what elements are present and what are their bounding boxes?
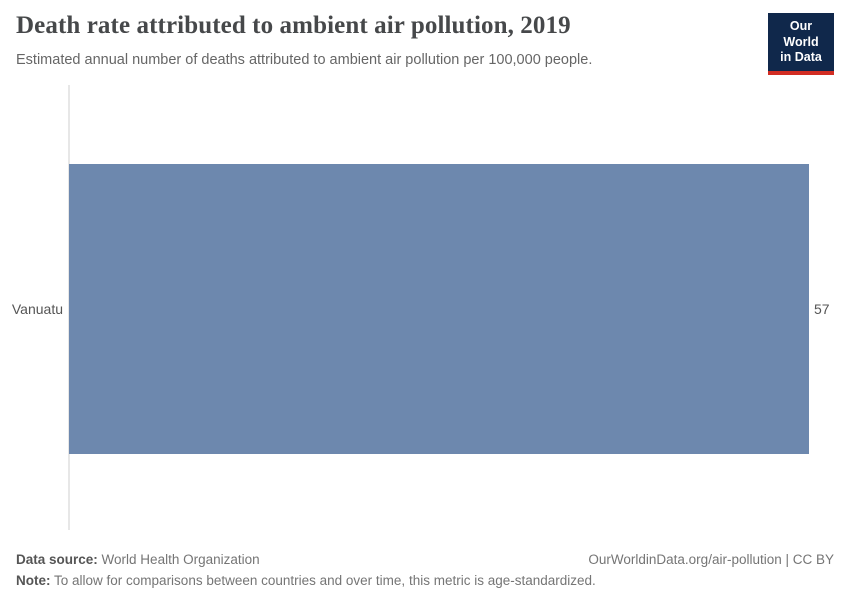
owid-logo[interactable]: Our World in Data [768, 13, 834, 75]
note-value: To allow for comparisons between countri… [54, 573, 596, 588]
note-line: Note: To allow for comparisons between c… [16, 573, 834, 588]
category-label-vanuatu: Vanuatu [11, 301, 63, 317]
owid-logo-accent-bar [768, 70, 834, 75]
chart-subtitle: Estimated annual number of deaths attrib… [16, 52, 593, 68]
data-source-label: Data source: [16, 552, 98, 567]
data-source-line: Data source: World Health Organization [16, 552, 260, 567]
owid-logo-line2: in Data [780, 50, 822, 65]
chart-footer: Data source: World Health Organization O… [16, 552, 834, 588]
data-source-value: World Health Organization [101, 552, 260, 567]
owid-logo-line1: Our World [783, 19, 819, 49]
page-title: Death rate attributed to ambient air pol… [16, 12, 571, 39]
footer-link[interactable]: OurWorldinData.org/air-pollution | CC BY [588, 552, 834, 567]
note-label: Note: [16, 573, 51, 588]
value-label-vanuatu: 57 [814, 301, 830, 317]
bar-vanuatu[interactable] [69, 164, 809, 454]
owid-logo-box: Our World in Data [768, 13, 834, 71]
